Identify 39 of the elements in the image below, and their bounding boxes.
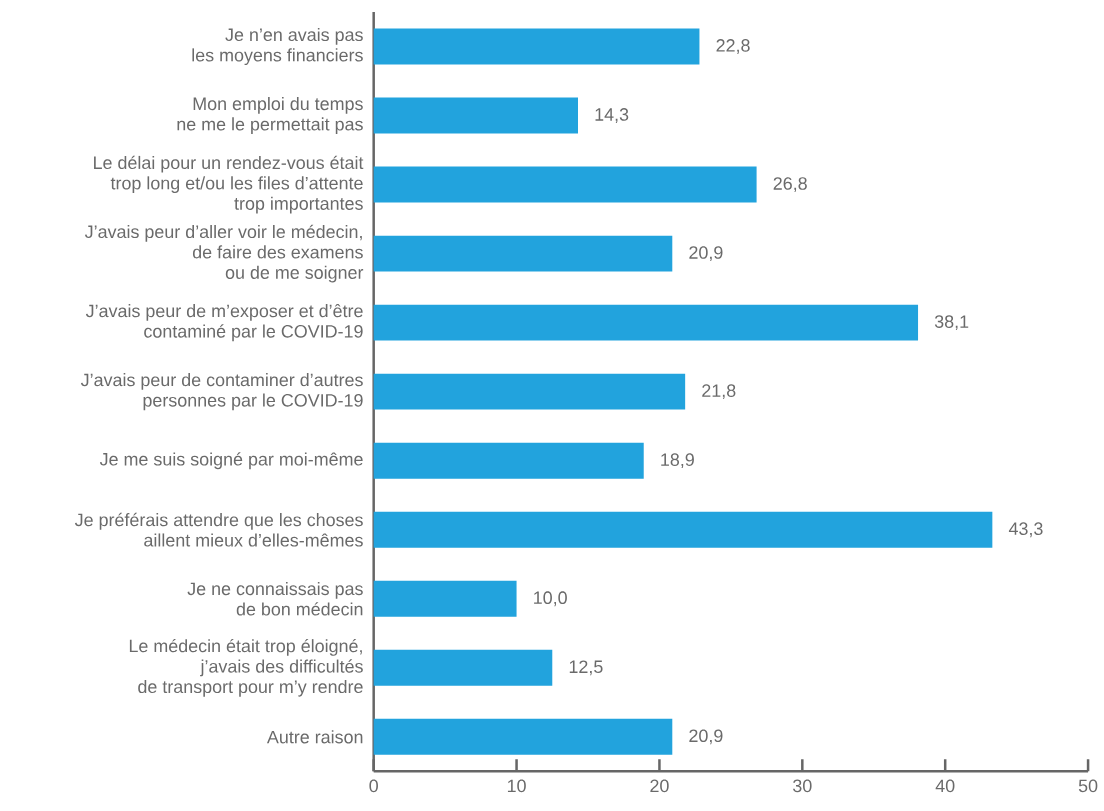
x-tick-label: 50 bbox=[1078, 779, 1098, 793]
y-tick-label: J’avais peur d’aller voir le médecin, de faire des examens ou de me soigner bbox=[84, 224, 364, 283]
y-tick-label: Mon emploi du temps ne me le permettait pas bbox=[177, 96, 363, 134]
data-label: 43,3 bbox=[1008, 522, 1043, 537]
bar bbox=[373, 97, 578, 134]
y-tick-label: Je préférais attendre que les choses aillent mieux d’elles-mêmes bbox=[74, 512, 363, 547]
x-tick-label: 30 bbox=[793, 779, 812, 793]
bar bbox=[373, 511, 993, 548]
data-label: 21,8 bbox=[702, 384, 736, 399]
data-label: 26,8 bbox=[773, 177, 807, 192]
bar bbox=[373, 235, 673, 272]
data-label: 20,9 bbox=[689, 246, 723, 261]
bar bbox=[373, 373, 686, 410]
y-tick-label: Autre raison bbox=[266, 730, 363, 744]
y-tick-label: Le délai pour un rendez-vous était trop long et/ou les files d’attente trop importantes bbox=[94, 155, 364, 214]
bar bbox=[373, 580, 517, 617]
y-tick-label: Je n’en avais pas les moyens financiers bbox=[192, 27, 363, 65]
bar bbox=[373, 166, 757, 203]
data-label: 12,5 bbox=[569, 660, 603, 676]
y-tick-label: Je ne connaissais pas de bon médecin bbox=[187, 581, 363, 616]
x-tick-label: 0 bbox=[369, 779, 378, 793]
data-label: 14,3 bbox=[595, 107, 629, 123]
x-tick-label: 20 bbox=[650, 779, 669, 793]
bar bbox=[373, 442, 644, 479]
x-tick-label: 40 bbox=[935, 779, 955, 793]
data-label: 20,9 bbox=[689, 729, 723, 745]
y-tick-label: Le médecin était trop éloigné, j’avais des difficultés de transport pour m’y rendre bbox=[129, 638, 363, 697]
data-label: 10,0 bbox=[534, 591, 567, 607]
x-tick-label: 10 bbox=[507, 779, 526, 793]
data-label: 18,9 bbox=[661, 453, 694, 468]
bar bbox=[373, 28, 700, 65]
bar bbox=[373, 649, 553, 686]
bar bbox=[373, 718, 673, 755]
y-tick-label: Je me suis soigné par moi-même bbox=[99, 452, 363, 469]
data-label: 22,8 bbox=[716, 38, 750, 54]
data-label: 38,1 bbox=[934, 315, 969, 330]
y-tick-label: J’avais peur de contaminer d’autres personnes par le COVID-19 bbox=[80, 372, 363, 411]
bar bbox=[373, 304, 919, 341]
y-tick-label: J’avais peur de m’exposer et d’être contaminé par le COVID-19 bbox=[85, 303, 363, 342]
